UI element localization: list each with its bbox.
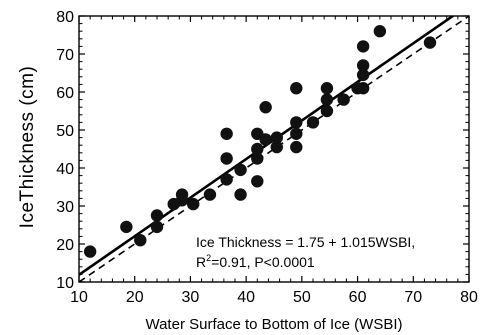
data-point [175,194,189,207]
r-superscript: 2 [206,253,211,263]
data-point [290,127,303,140]
y-tick-label: 30 [56,199,74,216]
x-axis-label: Water Surface to Bottom of Ice (WSBI) [145,316,402,333]
data-point [320,93,334,106]
data-point [234,188,247,201]
data-point [337,93,350,106]
y-tick-label: 80 [56,9,74,26]
tick-labels: 10 20 30 40 50 60 70 80 10 20 30 40 50 60 70 80 [56,9,478,306]
data-point [290,140,303,154]
x-tick-label: 60 [349,289,367,306]
data-point [134,234,147,247]
x-tick-label: 30 [182,289,200,306]
y-tick-label: 50 [56,123,74,140]
x-tick-label: 10 [70,289,88,306]
data-point [320,104,334,118]
r-suffix: =0.91, P<0.0001 [211,254,315,270]
data-point [220,173,233,186]
data-point [220,127,233,140]
fit-statistics: R2=0.91, P<0.0001 [196,253,315,270]
data-point [220,152,233,165]
x-tick-label: 50 [293,289,311,306]
x-tick-label: 80 [460,289,478,306]
y-tick-label: 40 [56,161,74,178]
data-point [356,59,370,72]
plot-frame [78,15,470,283]
y-tick-label: 20 [56,237,74,254]
data-point [150,220,164,234]
data-point [251,175,264,188]
x-tick-label: 70 [404,289,422,306]
data-point [203,188,217,201]
data-point [234,163,247,177]
data-point [259,133,272,146]
y-tick-label: 60 [56,85,74,102]
data-point [290,116,303,129]
y-tick-label: 70 [56,47,74,64]
data-point [356,82,370,95]
data-point [187,197,200,211]
x-tick-label: 40 [237,289,255,306]
data-point [120,220,133,234]
y-axis-label: IceThickness (cm) [17,66,38,229]
r-prefix: R [196,254,206,270]
data-point [306,116,320,129]
data-point [356,68,370,82]
y-tick-label: 10 [56,275,74,292]
data-point [251,152,264,165]
data-point [270,131,283,144]
data-point [251,142,264,156]
data-point [270,140,283,154]
data-point [83,245,97,258]
fit-equation: Ice Thickness = 1.75 + 1.015WSBI, [196,234,415,250]
axis-ticks [78,15,470,283]
data-point [259,101,272,114]
plot-area [78,15,470,283]
data-point [356,40,370,53]
x-tick-label: 20 [126,289,144,306]
data-point [373,25,387,38]
data-point [423,36,437,49]
data-point [290,82,303,95]
data-point [150,209,164,222]
data-point [320,82,334,95]
